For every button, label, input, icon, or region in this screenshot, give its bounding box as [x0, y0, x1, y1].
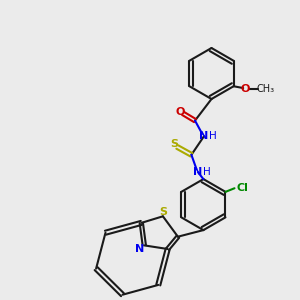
Text: S: S: [170, 139, 178, 149]
Text: CH₃: CH₃: [256, 84, 274, 94]
Text: O: O: [176, 107, 185, 117]
Text: N: N: [136, 244, 145, 254]
Text: Cl: Cl: [236, 183, 248, 193]
Text: S: S: [159, 207, 167, 217]
Text: H: H: [202, 167, 210, 177]
Text: N: N: [194, 167, 202, 177]
Text: N: N: [200, 131, 208, 141]
Text: O: O: [240, 84, 250, 94]
Text: H: H: [208, 131, 216, 141]
